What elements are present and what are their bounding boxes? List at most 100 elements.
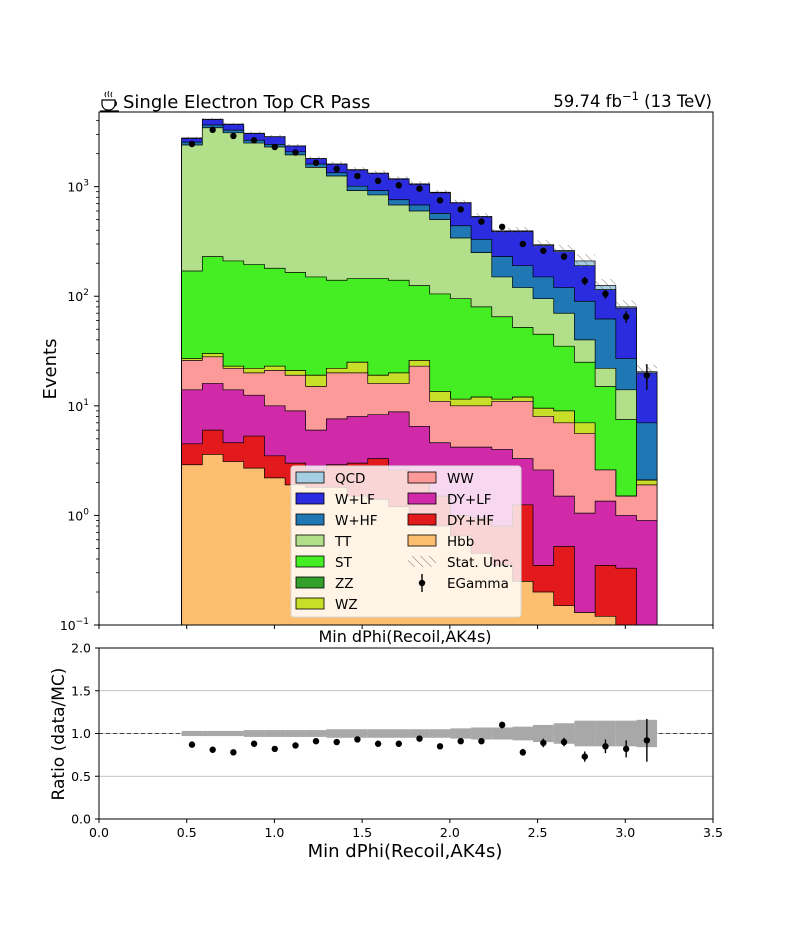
ratio-point [581,753,588,760]
stat-unc-bin [326,161,348,167]
ratio-x-tick-label: 1.0 [264,825,284,840]
ratio-y-tick-label: 2.0 [71,641,91,656]
data-point [312,159,320,167]
ratio-points [188,718,651,762]
ratio-point [395,740,403,747]
legend-label-egamma: EGamma [447,576,509,592]
legend-label-wz: WZ [335,597,358,613]
ratio-x-tick-label: 2.0 [440,825,460,840]
stat-unc-bin [305,156,327,161]
data-point [436,197,444,204]
lumi-label: 59.74 fb−1 (13 TeV) [553,89,712,111]
coffee-icon [100,99,119,112]
ratio-unc-bin [615,720,637,747]
stat-unc-bin [388,176,410,182]
ratio-x-tick-label: 2.5 [528,825,548,840]
ratio-point [560,738,568,746]
ratio-point [622,745,630,753]
data-point [333,165,340,173]
data-point [250,137,258,144]
ratio-point [271,745,278,753]
data-point [354,172,361,180]
stat-unc-bin [285,143,306,148]
ratio-y-tick-label: 0.5 [71,769,91,784]
y-tick-label: 10−1 [60,617,89,633]
stat-unc-bin [243,131,265,136]
ratio-point [292,742,299,749]
legend: QCD WW W+LF DY+LF W+HF DY+HF TT Hbb ST Stat. Unc.… [290,465,522,618]
data-point [271,143,278,151]
legend-swatch-dy-hf [407,513,437,526]
ratio-y-tick-label: 1.5 [71,683,91,698]
legend-label-stat-unc: Stat. Unc. [447,555,513,571]
stat-unc-bin [367,170,389,176]
ratio-x-tick-label: 0.0 [89,825,109,840]
main-x-axis-label: Min dPhi(Recoil,AK4s) [318,627,491,646]
data-point [519,240,527,248]
ratio-unc-bin [181,730,203,737]
main-axes: 10−1 100 101 102 103 [60,111,714,633]
legend-label-st: ST [335,555,353,571]
ratio-x-tick-label: 3.5 [703,825,723,840]
legend-swatch-zz [295,576,325,589]
ratio-unc-bin [533,724,554,743]
ratio-point [333,738,340,746]
ratio-point [416,735,423,742]
legend-swatch-w-lf [295,492,325,505]
legend-swatch-tt [295,534,325,547]
ratio-unc-bin [574,720,596,747]
main-y-axis-label: Events [40,339,61,400]
data-points [188,126,651,390]
ratio-unc-bin [595,720,616,747]
stat-unc-bin [512,227,534,235]
legend-label-ww: WW [447,471,474,487]
data-point [643,372,651,379]
ratio-unc-bin [305,730,327,737]
ratio-unc-bin [450,728,472,739]
ratio-point [457,737,464,745]
data-point [622,313,630,320]
ratio-unc-bin [347,729,368,738]
ratio-point [436,743,444,750]
ratio-x-tick-label: 3.0 [615,825,635,840]
ratio-unc-bin [512,726,534,741]
legend-swatch-ww [407,471,437,484]
data-point [581,277,588,285]
data-point [602,290,609,298]
chart-title: Single Electron Top CR Pass [123,92,370,113]
ratio-y-tick-label: 1.0 [71,726,91,741]
stat-unc-bin [202,117,224,121]
stat-unc-bin [450,199,472,206]
stat-unc-bin [429,189,451,195]
title-icon [100,90,119,112]
stat-unc-bin [595,278,616,294]
ratio-unc-bin [367,729,389,738]
y-tick-label: 100 [67,507,89,523]
ratio-point [643,737,651,744]
ratio-unc-bin [243,730,265,737]
ratio-point [540,739,547,747]
ratio-axes: 0.0 0.5 1.0 1.5 2.0 2.5 3.0 3.5 0.0 0.5 1.0 1.5 2.0 [71,641,723,841]
stat-unc-bin [181,136,203,140]
ratio-x-tick-label: 1.5 [352,825,372,840]
ratio-x-axis-label: Min dPhi(Recoil,AK4s) [308,841,503,862]
ratio-unc-bin [388,729,410,738]
legend-swatch-dy-lf [407,492,437,505]
ratio-unc-band [181,719,658,748]
legend-marker-egamma [418,579,426,587]
legend-label-dy-hf: DY+HF [447,513,494,529]
y-tick-label: 102 [67,288,89,304]
legend-swatch-st [295,555,325,568]
ratio-point [374,740,382,747]
data-point [292,149,299,156]
stat-unc-bin [533,240,554,250]
data-point [395,182,403,189]
stat-unc-bin [471,213,492,220]
legend-swatch-qcd [295,471,325,484]
stat-unc-bin [553,245,575,257]
stat-unc-bin [409,181,430,187]
legend-swatch-w-hf [295,513,325,526]
y-tick-label: 101 [67,398,89,414]
